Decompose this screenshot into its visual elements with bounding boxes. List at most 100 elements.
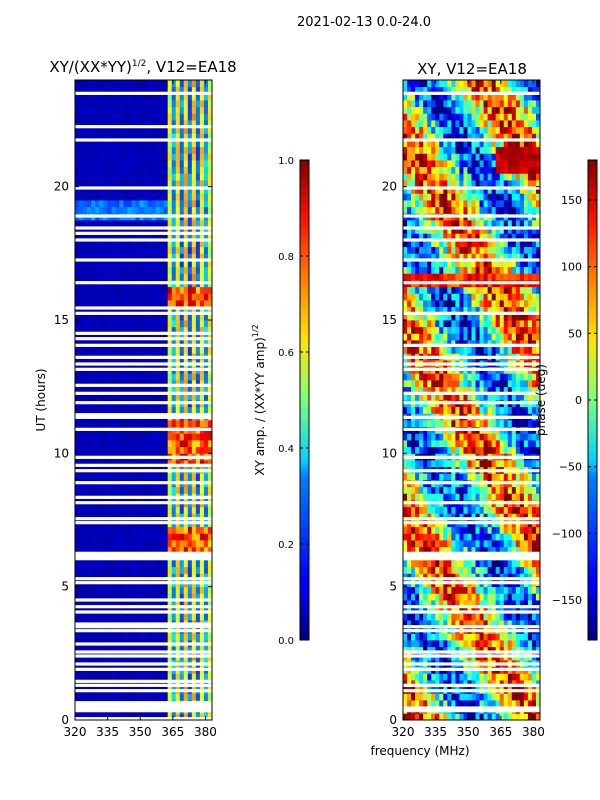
heatmap-cell [107, 300, 112, 308]
heatmap-cell [175, 106, 181, 114]
flagged-gap [75, 667, 212, 671]
heatmap-cell [143, 273, 148, 281]
flagged-gap [75, 605, 212, 609]
heatmap-cell [127, 240, 132, 248]
heatmap-cell [103, 340, 108, 348]
heatmap-cell [151, 573, 156, 581]
heatmap-cell [435, 640, 440, 648]
heatmap-cell [415, 446, 420, 454]
heatmap-cell [507, 693, 513, 701]
heatmap-cell [155, 340, 161, 348]
heatmap-cell [191, 106, 197, 114]
heatmap-cell [467, 640, 472, 648]
heatmap-cell [199, 173, 205, 181]
heatmap-cell [431, 646, 436, 654]
heatmap-cell [427, 486, 432, 494]
heatmap-cell [471, 446, 476, 454]
heatmap-cell [187, 573, 193, 581]
heatmap-cell [531, 433, 537, 441]
heatmap-cell [203, 326, 209, 334]
flagged-gap [75, 598, 212, 602]
heatmap-cell [163, 560, 169, 568]
heatmap-cell [531, 420, 537, 428]
heatmap-cell [439, 440, 444, 448]
heatmap-cell [159, 306, 165, 314]
heatmap-cell [467, 486, 472, 494]
heatmap-cell [175, 226, 181, 234]
heatmap-cell [75, 226, 80, 234]
heatmap-cell [91, 473, 96, 481]
heatmap-cell [79, 433, 84, 441]
heatmap-cell [115, 673, 120, 681]
heatmap-cell [143, 186, 148, 194]
heatmap-cell [511, 546, 517, 554]
heatmap-cell [163, 106, 169, 114]
heatmap-cell [183, 140, 189, 148]
heatmap-cell [159, 673, 165, 681]
heatmap-cell [123, 420, 128, 428]
heatmap-cell [159, 713, 165, 721]
heatmap-cell [163, 173, 169, 181]
heatmap-cell [159, 80, 165, 88]
heatmap-cell [123, 713, 128, 721]
heatmap-cell [135, 646, 140, 654]
heatmap-cell [183, 573, 189, 581]
heatmap-cell [103, 646, 108, 654]
heatmap-cell [515, 560, 521, 568]
heatmap-cell [419, 646, 424, 654]
heatmap-cell [199, 446, 205, 454]
heatmap-cell [79, 393, 84, 401]
heatmap-cell [423, 540, 428, 548]
heatmap-cell [79, 713, 84, 721]
heatmap-cell [199, 300, 205, 308]
heatmap-cell [111, 333, 116, 341]
flagged-gap [75, 427, 212, 431]
heatmap-cell [195, 113, 201, 121]
heatmap-cell [179, 486, 185, 494]
heatmap-cell [415, 620, 420, 628]
heatmap-cell [535, 620, 541, 628]
heatmap-cell [147, 473, 152, 481]
heatmap-cell [203, 80, 209, 88]
heatmap-cell [183, 613, 189, 621]
heatmap-cell [123, 193, 128, 201]
heatmap-cell [91, 173, 96, 181]
heatmap-cell [523, 560, 529, 568]
heatmap-cell [147, 140, 152, 148]
heatmap-cell [403, 513, 408, 521]
heatmap-cell [407, 460, 412, 468]
heatmap-cell [467, 673, 472, 681]
heatmap-cell [203, 373, 209, 381]
heatmap-cell [503, 646, 509, 654]
heatmap-cell [455, 560, 460, 568]
heatmap-cell [463, 540, 468, 548]
heatmap-cell [131, 406, 136, 414]
heatmap-cell [519, 620, 525, 628]
heatmap-cell [159, 120, 165, 128]
heatmap-cell [91, 286, 96, 294]
flagged-gap [75, 683, 212, 687]
heatmap-cell [459, 573, 464, 581]
heatmap-cell [463, 420, 468, 428]
heatmap-cell [459, 646, 464, 654]
heatmap-cell [507, 460, 513, 468]
heatmap-cell [467, 613, 472, 621]
heatmap-cell [451, 546, 456, 554]
heatmap-cell [515, 566, 521, 574]
heatmap-cell [423, 406, 428, 414]
heatmap-cell [499, 673, 505, 681]
heatmap-cell [415, 566, 420, 574]
heatmap-cell [91, 206, 96, 214]
heatmap-cell [427, 560, 432, 568]
heatmap-cell [87, 153, 92, 161]
heatmap-cell [95, 266, 100, 274]
heatmap-cell [171, 233, 177, 241]
heatmap-cell [531, 573, 537, 581]
heatmap-cell [151, 506, 156, 514]
heatmap-cell [119, 633, 124, 641]
heatmap-cell [87, 286, 92, 294]
heatmap-cell [503, 533, 509, 541]
heatmap-cell [191, 286, 197, 294]
heatmap-cell [83, 153, 88, 161]
